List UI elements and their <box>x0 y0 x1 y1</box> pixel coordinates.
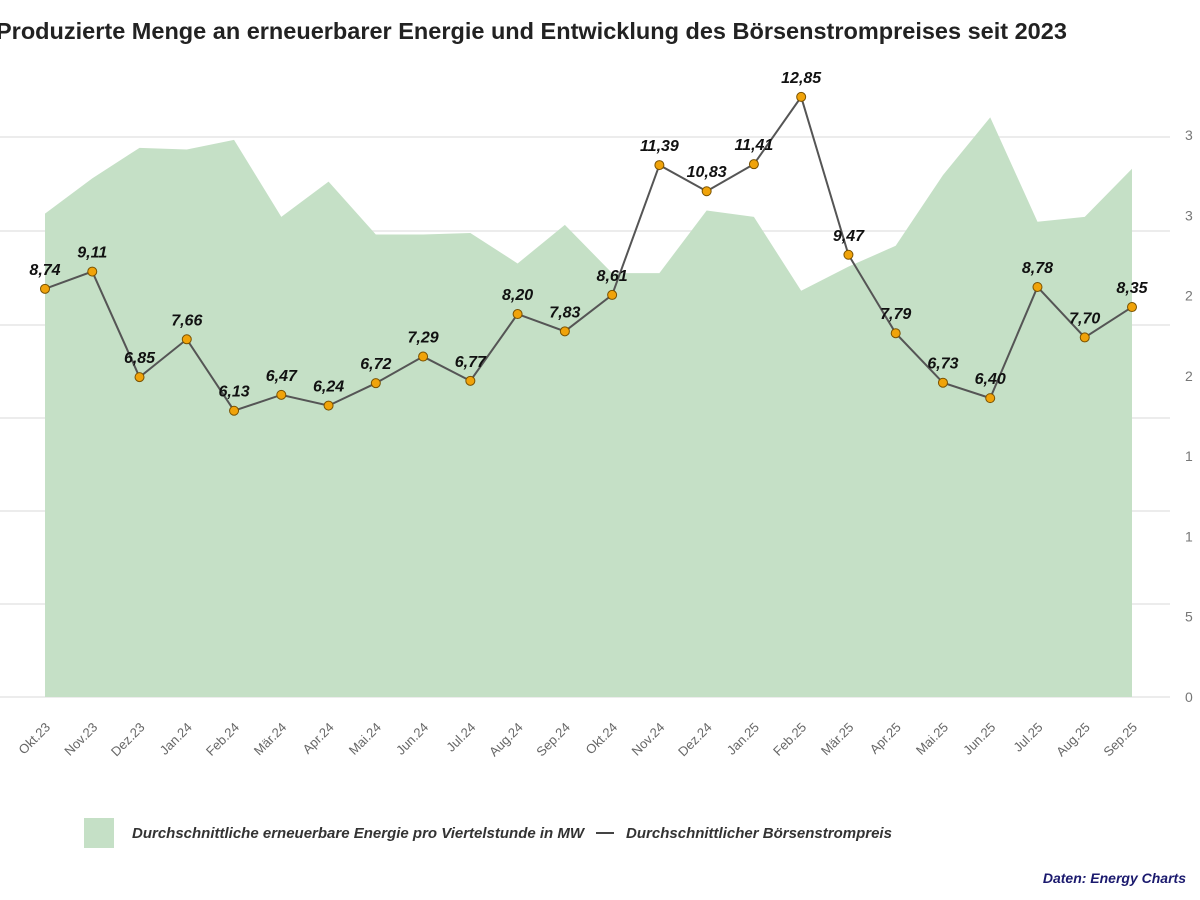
x-tick-label: Mai.25 <box>913 720 951 758</box>
price-point <box>465 375 476 386</box>
price-data-label: 7,79 <box>880 306 911 323</box>
x-tick-label: Feb.25 <box>770 720 809 759</box>
price-point <box>890 328 901 339</box>
price-point <box>843 249 854 260</box>
price-data-label: 7,29 <box>408 330 439 347</box>
legend-area-label: Durchschnittliche erneuerbare Energie pr… <box>132 824 585 842</box>
x-tick-label: Nov.24 <box>628 720 667 759</box>
x-tick-label: Dez.24 <box>675 720 715 760</box>
right-axis-tick-label: 5 <box>1185 609 1193 625</box>
x-tick-label: Apr.24 <box>299 720 336 757</box>
price-data-label: 6,13 <box>218 384 249 401</box>
price-point <box>559 326 570 337</box>
x-tick-label: Sep.25 <box>1100 720 1140 760</box>
price-point <box>229 405 240 416</box>
price-point <box>418 351 429 362</box>
price-line <box>44 94 1133 412</box>
price-data-label: 6,24 <box>313 379 344 396</box>
price-point <box>323 400 334 411</box>
price-data-label: 6,73 <box>927 356 958 373</box>
price-data-label: 8,78 <box>1022 260 1053 277</box>
right-axis-tick-label: 0 <box>1185 689 1193 705</box>
price-data-label: 6,72 <box>360 356 391 373</box>
price-data-label: 6,47 <box>266 368 298 385</box>
price-data-label: 6,77 <box>455 354 487 371</box>
x-tick-label: Jun.25 <box>960 720 998 758</box>
price-point <box>748 159 759 170</box>
price-data-label: 7,83 <box>549 304 580 321</box>
legend-line-swatch <box>596 832 615 834</box>
price-data-label: 10,83 <box>687 164 727 181</box>
price-point <box>1079 332 1090 343</box>
price-point <box>1127 302 1137 313</box>
price-data-label: 8,35 <box>1116 280 1148 297</box>
x-tick-label: Mär.24 <box>251 720 290 759</box>
price-point <box>512 309 523 320</box>
price-data-label: 8,20 <box>502 287 533 304</box>
price-point <box>985 393 996 404</box>
right-axis-tick-label: 3 <box>1185 127 1193 143</box>
price-data-label: 7,66 <box>171 312 202 329</box>
x-tick-label: Mär.25 <box>818 720 857 759</box>
x-tick-label: Aug.25 <box>1053 720 1093 760</box>
legend-area-swatch <box>84 818 114 848</box>
x-tick-label: Jun.24 <box>393 720 431 758</box>
price-data-label: 9,11 <box>77 245 107 262</box>
price-point <box>796 91 807 102</box>
price-data-label: 8,61 <box>597 268 628 285</box>
price-point <box>1032 281 1043 292</box>
price-data-label: 9,47 <box>833 228 865 245</box>
price-data-label: 12,85 <box>781 70 822 87</box>
legend: Durchschnittliche erneuerbare Energie pr… <box>84 818 892 848</box>
price-point <box>181 334 192 345</box>
right-axis-tick-label: 1 <box>1185 448 1193 464</box>
legend-line-label: Durchschnittlicher Börsenstrompreis <box>626 824 892 842</box>
source-note: Daten: Energy Charts <box>1042 870 1186 886</box>
right-axis-tick-label: 2 <box>1185 288 1193 304</box>
x-tick-label: Feb.24 <box>203 720 242 759</box>
price-data-label: 6,85 <box>124 350 156 367</box>
x-tick-label: Okt.23 <box>15 720 53 758</box>
price-point <box>701 186 712 197</box>
price-point <box>654 160 665 171</box>
price-point <box>134 372 145 383</box>
right-axis-tick-label: 3 <box>1185 207 1193 223</box>
x-tick-label: Aug.24 <box>486 720 526 760</box>
price-data-label: 7,70 <box>1069 310 1100 327</box>
x-tick-label: Nov.23 <box>61 720 100 759</box>
x-tick-label: Jul.24 <box>443 720 478 755</box>
renewable-energy-area <box>45 117 1132 697</box>
x-tick-label: Okt.24 <box>583 720 621 758</box>
price-point <box>40 283 50 294</box>
price-data-label: 6,40 <box>975 371 1006 388</box>
x-tick-label: Mai.24 <box>346 720 384 758</box>
price-data-label: 11,41 <box>734 137 773 154</box>
price-point <box>87 266 98 277</box>
x-tick-label: Jan.24 <box>157 720 195 758</box>
x-tick-label: Jul.25 <box>1010 720 1045 755</box>
price-point <box>607 289 618 300</box>
x-tick-label: Apr.25 <box>867 720 904 757</box>
price-point <box>937 377 948 388</box>
price-data-label: 11,39 <box>640 138 679 155</box>
x-tick-label: Sep.24 <box>533 720 573 760</box>
x-tick-label: Jan.25 <box>724 720 762 758</box>
x-tick-label: Dez.23 <box>108 720 148 760</box>
right-axis-tick-label: 2 <box>1185 368 1193 384</box>
right-axis-tick-label: 1 <box>1185 528 1193 544</box>
price-data-label: 8,74 <box>29 262 60 279</box>
price-point <box>276 389 287 400</box>
chart-title: Produzierte Menge an erneuerbarer Energi… <box>0 18 1067 44</box>
price-point <box>370 378 381 389</box>
